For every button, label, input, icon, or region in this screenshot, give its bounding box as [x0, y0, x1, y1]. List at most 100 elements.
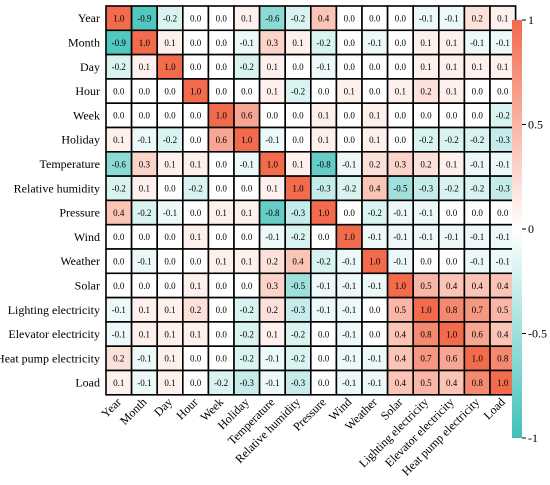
heatmap-cell-value: 0.1 — [420, 62, 431, 72]
heatmap-cell-value: -0.1 — [240, 38, 254, 48]
heatmap-cell-value: -0.2 — [444, 184, 458, 194]
heatmap-cell-value: 0.0 — [344, 135, 356, 145]
heatmap-cell-value: -0.1 — [419, 13, 433, 23]
heatmap-cell-value: 0.0 — [190, 13, 202, 23]
heatmap-cell-value: 0.0 — [113, 256, 125, 266]
heatmap-cell-value: -0.9 — [112, 38, 127, 48]
heatmap-cell-value: -0.1 — [368, 354, 382, 364]
heatmap-cell — [156, 29, 184, 56]
heatmap-cell-value: 0.1 — [267, 184, 278, 194]
heatmap-cell — [207, 345, 235, 372]
heatmap-cell — [284, 345, 312, 372]
heatmap-cell-value: 0.0 — [164, 281, 176, 291]
heatmap-cell-value: 0.1 — [216, 208, 227, 218]
heatmap-cell-value: 0.0 — [395, 135, 407, 145]
colorbar-tick-label: -0.5 — [528, 327, 547, 341]
heatmap-cell — [284, 151, 312, 177]
heatmap-cell-value: -0.1 — [137, 378, 151, 388]
row-label: Holiday — [61, 133, 100, 147]
heatmap-cell-value: -0.5 — [291, 281, 306, 291]
row-label: Week — [73, 108, 100, 122]
heatmap-cell — [130, 151, 159, 177]
heatmap-cell-value: 0.1 — [139, 305, 150, 315]
heatmap-cell-value: 0.0 — [369, 329, 381, 339]
column-label: Hour — [173, 395, 200, 422]
heatmap-cell-value: 0.0 — [420, 256, 432, 266]
heatmap-cell-value: -0.2 — [291, 232, 305, 242]
heatmap-cell-value: 0.0 — [369, 13, 381, 23]
column-label: Load — [481, 395, 508, 422]
heatmap-cell-value: 0.8 — [472, 378, 484, 388]
heatmap-cell-value: 0.1 — [164, 38, 175, 48]
heatmap-cell-value: -0.2 — [240, 329, 254, 339]
heatmap-cell-value: -0.2 — [112, 184, 126, 194]
heatmap-cell — [258, 29, 287, 56]
heatmap-cell-value: 0.1 — [241, 256, 252, 266]
row-label: Heat pump electricity — [0, 351, 100, 365]
row-label: Pressure — [59, 206, 100, 220]
heatmap-cell-value: 0.0 — [216, 281, 228, 291]
heatmap-cell-value: 1.0 — [190, 86, 202, 96]
heatmap-cell-value: 0.4 — [113, 208, 125, 218]
heatmap-cell — [386, 369, 415, 396]
heatmap-cell-value: 0.0 — [292, 135, 304, 145]
heatmap-cell-value: -0.2 — [291, 86, 305, 96]
heatmap-cell-value: 0.0 — [420, 111, 432, 121]
row-label: Temperature — [40, 157, 100, 171]
heatmap-cell-value: 1.0 — [241, 135, 253, 145]
row-label: Elevator electricity — [8, 327, 100, 341]
heatmap-cell-value: -0.1 — [470, 38, 484, 48]
heatmap-cell-value: -0.2 — [163, 13, 177, 23]
heatmap-cell — [284, 126, 312, 153]
heatmap-cell-value: -0.2 — [214, 378, 228, 388]
heatmap-cell-value: 0.4 — [395, 378, 407, 388]
heatmap-cell-value: 0.0 — [344, 13, 356, 23]
heatmap-cell-value: 1.0 — [395, 281, 407, 291]
column-label: Day — [151, 395, 175, 419]
heatmap-cell-value: -0.2 — [419, 135, 433, 145]
heatmap-cell — [207, 102, 235, 129]
heatmap-cell — [105, 223, 133, 250]
heatmap-cell — [335, 5, 363, 32]
heatmap-cell — [489, 5, 517, 32]
heatmap-cell-value: 0.0 — [395, 111, 407, 121]
heatmap-cell — [182, 321, 210, 347]
heatmap-cell — [437, 199, 466, 226]
heatmap-cell-value: 0.2 — [113, 354, 124, 364]
heatmap-cell — [463, 296, 491, 323]
heatmap-cell — [233, 199, 261, 226]
heatmap-cell-value: -0.3 — [291, 208, 306, 218]
heatmap-cell — [156, 151, 184, 177]
heatmap-cell-value: -0.2 — [240, 354, 254, 364]
heatmap-cell-value: -0.1 — [163, 208, 177, 218]
heatmap-cell — [437, 321, 466, 347]
heatmap-cell-value: 0.0 — [139, 86, 151, 96]
heatmap-cell — [309, 321, 338, 347]
heatmap-cell-value: 0.1 — [164, 354, 175, 364]
heatmap-cell-value: 1.0 — [344, 232, 356, 242]
heatmap-cell-values: 1.0 -0.9 -0.2 0.0 0.0 0.1 -0.6 -0.2 0.4 0.0 0.0 0.0… — [112, 13, 511, 388]
row-label: Weather — [60, 254, 100, 268]
heatmap-cell — [182, 296, 210, 323]
heatmap-cell-value: 0.0 — [446, 111, 458, 121]
heatmap-cell-value: 1.0 — [446, 329, 458, 339]
heatmap-cell-value: -0.2 — [496, 111, 510, 121]
heatmap-cell-value: -0.1 — [137, 135, 151, 145]
heatmap-cell-value: 0.0 — [472, 86, 484, 96]
heatmap-cell-value: -0.2 — [368, 208, 382, 218]
heatmap-cell-value: 0.1 — [292, 38, 303, 48]
heatmap-cell — [309, 369, 338, 396]
heatmap-cell-value: -0.2 — [188, 184, 202, 194]
heatmap-cell — [182, 199, 210, 226]
column-label: Month — [117, 395, 150, 428]
row-label: Load — [75, 376, 100, 390]
heatmap-cell-value: 0.6 — [216, 135, 228, 145]
heatmap-cell-value: 0.1 — [420, 38, 431, 48]
heatmap-cell-value: 0.0 — [216, 184, 228, 194]
heatmap-cell — [361, 29, 389, 56]
heatmap-cell-value: 0.0 — [190, 135, 202, 145]
heatmap-cell-value: 0.1 — [292, 159, 303, 169]
heatmap-cell — [207, 223, 235, 250]
heatmap-cell — [156, 78, 184, 105]
heatmap-cell — [361, 369, 389, 396]
